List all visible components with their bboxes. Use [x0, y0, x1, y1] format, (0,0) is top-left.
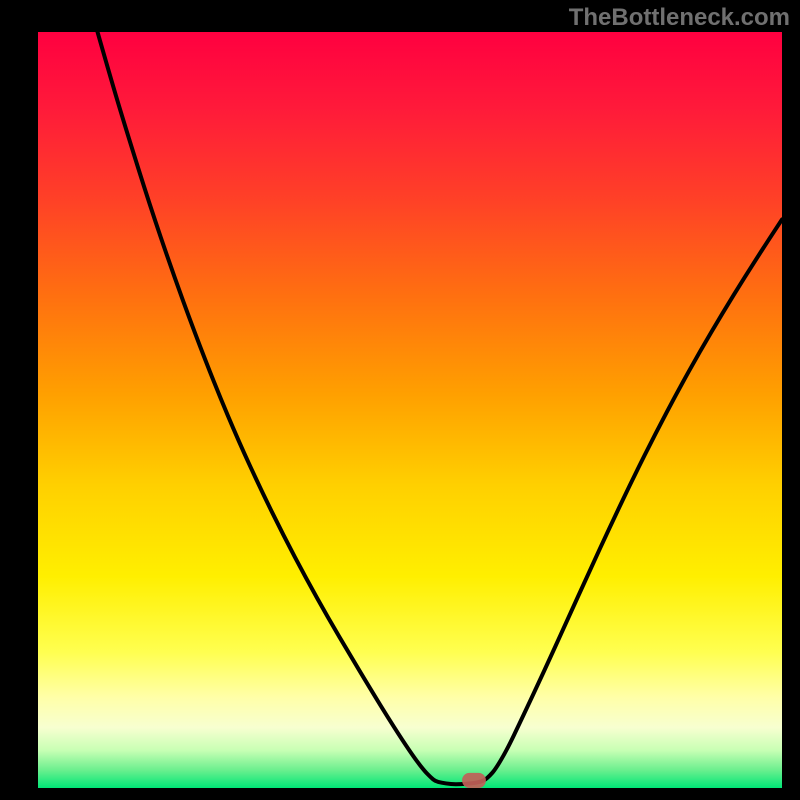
- curve-layer: [38, 32, 782, 788]
- watermark-text: TheBottleneck.com: [569, 4, 790, 32]
- optimal-marker: [462, 773, 486, 788]
- chart-container: TheBottleneck.com: [0, 0, 800, 800]
- plot-area: [38, 32, 782, 788]
- bottleneck-curve: [98, 32, 782, 784]
